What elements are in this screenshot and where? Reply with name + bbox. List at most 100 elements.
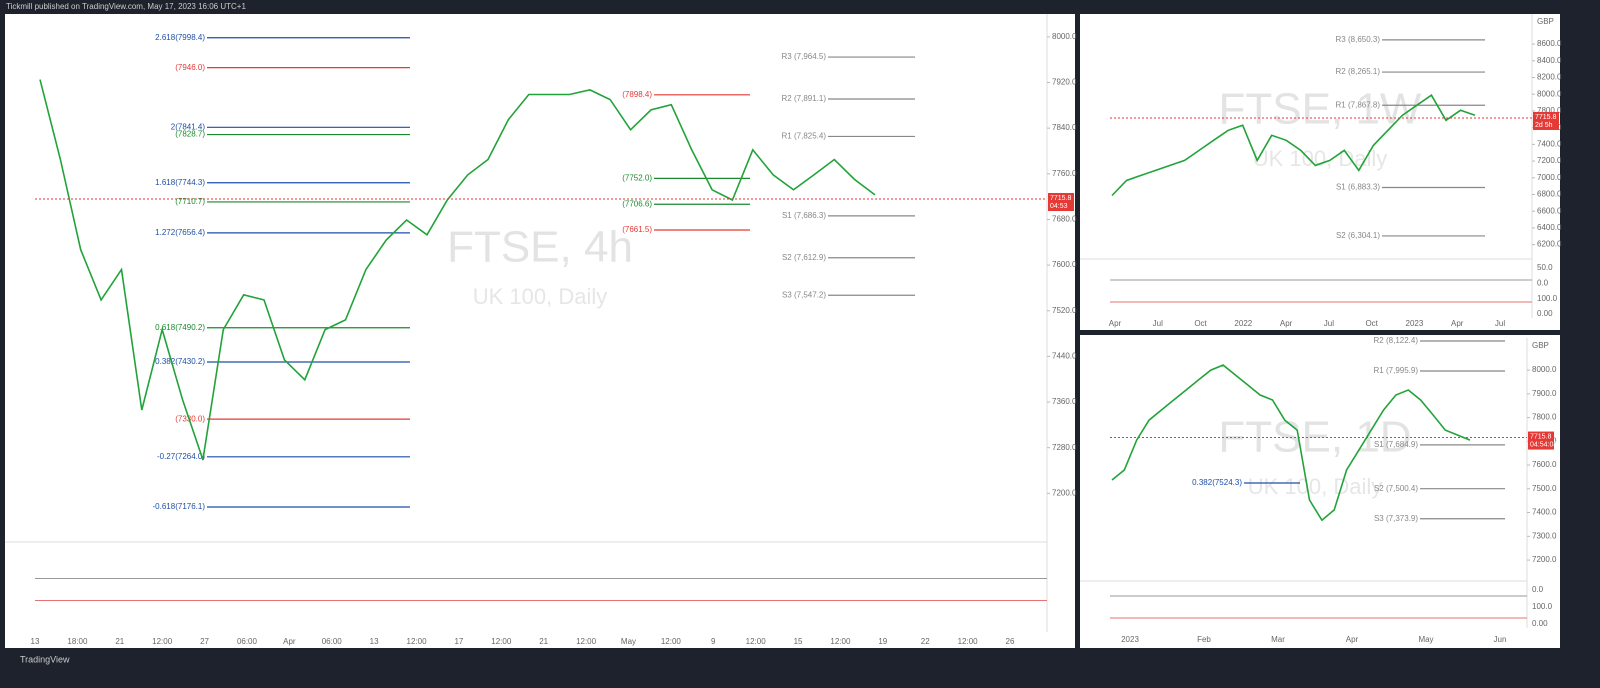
- x-tick-label: 13: [370, 637, 379, 646]
- x-tick-label: 12:00: [958, 637, 979, 646]
- level-label: S1 (7,686.3): [782, 211, 826, 220]
- x-tick-label: Feb: [1197, 635, 1211, 644]
- y-tick-label: 7440.0: [1052, 351, 1077, 360]
- y-tick-label: 7520.0: [1052, 306, 1077, 315]
- x-tick-label: Jul: [1153, 319, 1163, 328]
- y-tick-label: 8400.0: [1537, 56, 1562, 65]
- x-tick-label: May: [1418, 635, 1433, 644]
- x-tick-label: Oct: [1194, 319, 1207, 328]
- x-tick-label: 13: [31, 637, 40, 646]
- last-price: 7715.8: [1050, 195, 1072, 202]
- countdown: 04:54:04: [1530, 441, 1557, 448]
- x-tick-label: May: [621, 637, 636, 646]
- level-label: -0.618(7176.1): [153, 502, 206, 511]
- y-tick-label: 7840.0: [1052, 123, 1077, 132]
- y-tick-label: 7360.0: [1052, 397, 1077, 406]
- y-tick-label: 7300.0: [1532, 531, 1557, 540]
- level-label: R2 (7,891.1): [782, 94, 827, 103]
- level-label: S1 (6,883.3): [1336, 183, 1380, 192]
- x-tick-label: Apr: [1451, 319, 1464, 328]
- price-line: [39, 79, 876, 460]
- level-label: (7828.7): [175, 130, 205, 139]
- osc-label: 0.0: [1532, 585, 1544, 594]
- level-label: R3 (7,964.5): [782, 52, 827, 61]
- x-tick-label: 17: [454, 637, 463, 646]
- level-label: S2 (7,500.4): [1374, 484, 1418, 493]
- y-tick-label: 8000.0: [1052, 32, 1077, 41]
- currency: GBP: [1532, 341, 1549, 350]
- x-tick-label: 12:00: [152, 637, 173, 646]
- level-label: 2.618(7998.4): [155, 33, 205, 42]
- x-tick-label: 12:00: [407, 637, 428, 646]
- x-tick-label: Apr: [283, 637, 296, 646]
- price-line: [1111, 94, 1476, 197]
- currency: GBP: [1537, 17, 1554, 26]
- x-tick-label: Apr: [1280, 319, 1293, 328]
- y-tick-label: 6600.0: [1537, 206, 1562, 215]
- y-tick-label: 7600.0: [1052, 260, 1077, 269]
- x-tick-label: Oct: [1365, 319, 1378, 328]
- y-tick-label: 7680.0: [1052, 215, 1077, 224]
- x-tick-label: Jul: [1324, 319, 1334, 328]
- level-label: 0.382(7524.3): [1192, 478, 1242, 487]
- panel-weekly: [1080, 14, 1560, 330]
- x-tick-label: 9: [711, 637, 716, 646]
- last-price-box: [1048, 193, 1074, 212]
- y-tick-label: 6200.0: [1537, 240, 1562, 249]
- x-tick-label: 2023: [1406, 319, 1424, 328]
- level-label: (7661.5): [622, 225, 652, 234]
- x-tick-label: Jul: [1495, 319, 1505, 328]
- level-label: R1 (7,995.9): [1374, 366, 1419, 375]
- level-label: S2 (7,612.9): [782, 253, 826, 262]
- x-tick-label: 18:00: [67, 637, 88, 646]
- x-tick-label: 12:00: [746, 637, 767, 646]
- publisher: Tickmill published on TradingView.com, M…: [6, 2, 246, 11]
- x-tick-label: 12:00: [830, 637, 851, 646]
- countdown: 2d 5h: [1535, 122, 1553, 129]
- osc-label: 0.00: [1537, 309, 1553, 318]
- level-label: (7946.0): [175, 63, 205, 72]
- level-label: 1.618(7744.3): [155, 178, 205, 187]
- y-tick-label: 7600.0: [1532, 460, 1557, 469]
- level-label: (7706.6): [622, 199, 652, 208]
- level-label: 0.382(7430.2): [155, 357, 205, 366]
- level-label: -0.27(7264.0): [157, 452, 205, 461]
- y-tick-label: 7000.0: [1537, 173, 1562, 182]
- x-tick-label: Apr: [1109, 319, 1122, 328]
- y-tick-label: 7200.0: [1052, 488, 1077, 497]
- x-tick-label: Mar: [1271, 635, 1285, 644]
- y-tick-label: 7280.0: [1052, 443, 1077, 452]
- level-label: S2 (6,304.1): [1336, 231, 1380, 240]
- y-tick-label: 6800.0: [1537, 190, 1562, 199]
- y-tick-label: 7800.0: [1532, 413, 1557, 422]
- level-label: 2(7841.4): [171, 122, 206, 131]
- x-tick-label: 21: [539, 637, 548, 646]
- level-label: S1 (7,684.9): [1374, 440, 1418, 449]
- y-tick-label: 7760.0: [1052, 169, 1077, 178]
- watermark: FTSE, 4h: [447, 223, 633, 272]
- last-price: 7715.8: [1535, 114, 1557, 121]
- level-label: (7752.0): [622, 173, 652, 182]
- x-tick-label: 26: [1006, 637, 1015, 646]
- level-label: 1.272(7656.4): [155, 228, 205, 237]
- y-tick-label: 7800.0: [1537, 106, 1562, 115]
- y-tick-label: 7900.0: [1532, 389, 1557, 398]
- x-tick-label: 12:00: [491, 637, 512, 646]
- x-tick-label: Jun: [1494, 635, 1507, 644]
- level-label: 0.618(7490.2): [155, 323, 205, 332]
- osc-label: 50.0: [1537, 263, 1553, 272]
- x-tick-label: 27: [200, 637, 209, 646]
- x-tick-label: 12:00: [576, 637, 597, 646]
- x-tick-label: 2022: [1234, 319, 1252, 328]
- y-tick-label: 7200.0: [1532, 555, 1557, 564]
- watermark: FTSE, 1W: [1219, 85, 1422, 134]
- y-tick-label: 7500.0: [1532, 484, 1557, 493]
- level-label: (7898.4): [622, 90, 652, 99]
- last-price-box: [1528, 431, 1554, 450]
- y-tick-label: 8000.0: [1537, 89, 1562, 98]
- y-tick-label: 7400.0: [1537, 139, 1562, 148]
- level-label: (7710.7): [175, 197, 205, 206]
- y-tick-label: 7400.0: [1532, 508, 1557, 517]
- level-label: R1 (7,867.8): [1336, 100, 1381, 109]
